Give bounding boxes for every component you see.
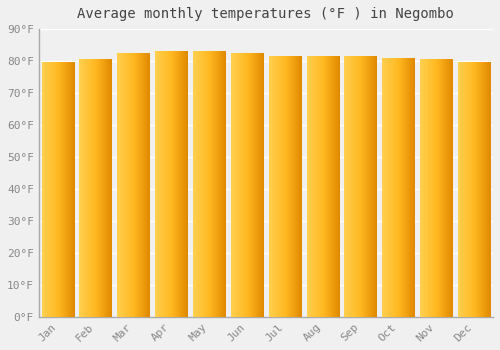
Title: Average monthly temperatures (°F ) in Negombo: Average monthly temperatures (°F ) in Ne… [78,7,454,21]
